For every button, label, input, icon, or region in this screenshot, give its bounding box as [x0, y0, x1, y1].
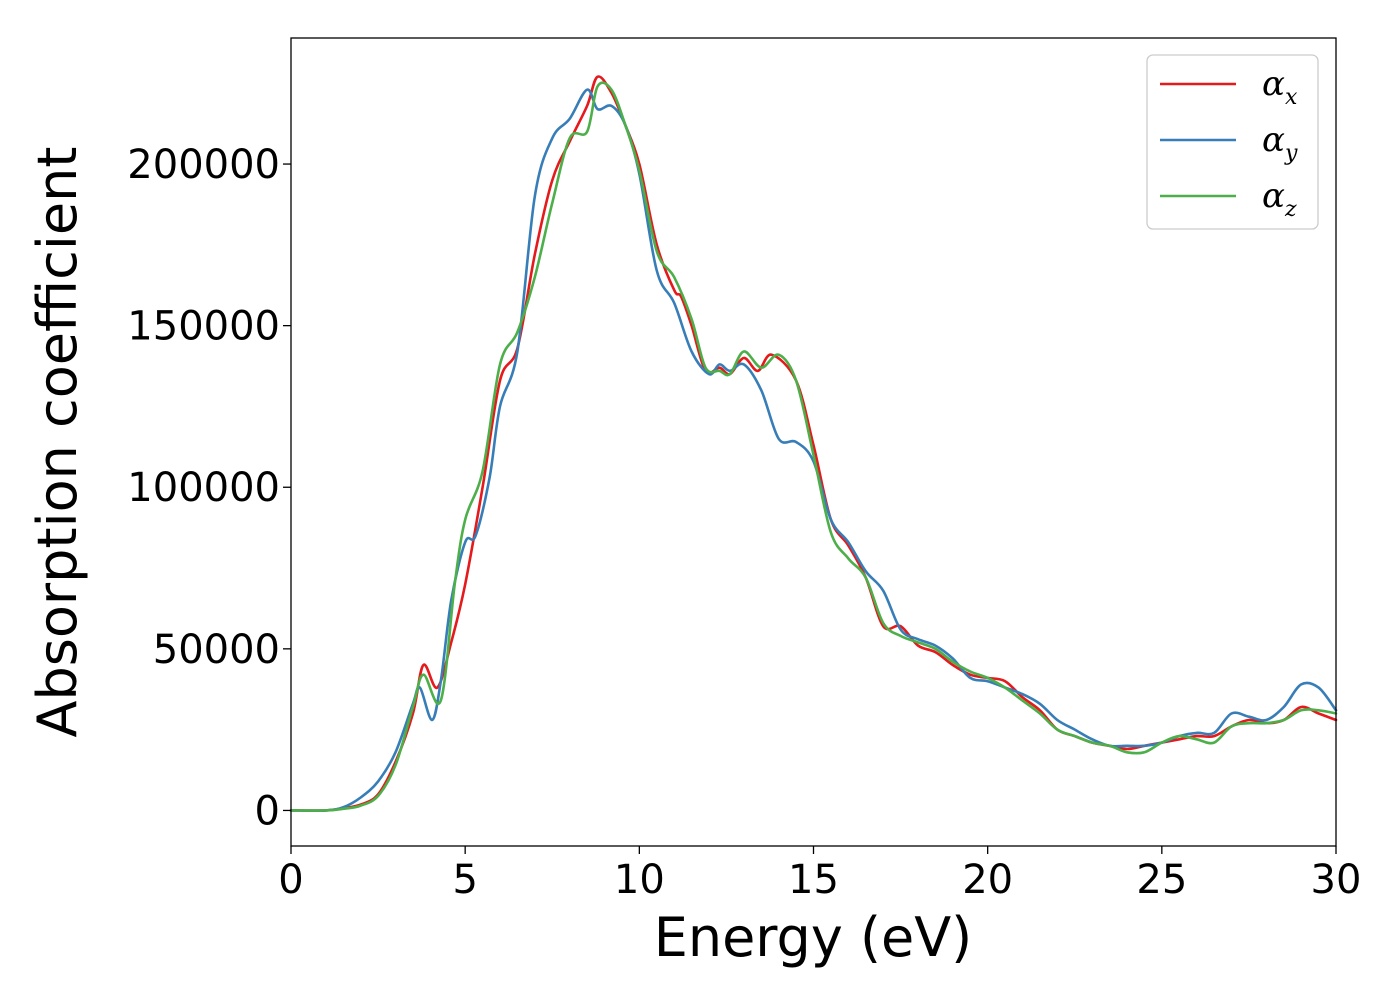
- x-tick-label: 15: [788, 857, 839, 903]
- y-axis-label: Absorption coefficient: [26, 147, 89, 738]
- x-tick-label: 20: [962, 857, 1013, 903]
- legend: αx αy αz: [1146, 54, 1319, 230]
- y-tick-label: 150000: [127, 304, 280, 350]
- series-line-z: [289, 81, 1338, 812]
- legend-box: [1146, 54, 1319, 230]
- x-tick-label: 30: [1311, 857, 1362, 903]
- legend-entries: αx αy αz: [1160, 64, 1298, 222]
- y-tick-label: 100000: [127, 465, 280, 511]
- y-tick-label: 200000: [127, 142, 280, 188]
- legend-label-y: αy: [1262, 120, 1298, 166]
- series-line-y: [289, 88, 1338, 812]
- x-axis-ticks: 0 5 10 15 20 25 30: [278, 846, 1361, 903]
- x-tick-label: 0: [278, 857, 303, 903]
- plot-lines: [289, 75, 1338, 812]
- y-tick-label: 0: [255, 788, 280, 834]
- x-tick-label: 5: [452, 857, 477, 903]
- x-tick-label: 25: [1136, 857, 1187, 903]
- legend-label-z: αz: [1262, 176, 1297, 222]
- legend-label-x: αx: [1262, 64, 1298, 110]
- x-axis-label: Energy (eV): [654, 906, 973, 969]
- y-tick-label: 50000: [153, 627, 280, 673]
- y-axis-ticks: 0 50000 100000 150000 200000: [127, 142, 291, 834]
- x-tick-label: 10: [614, 857, 665, 903]
